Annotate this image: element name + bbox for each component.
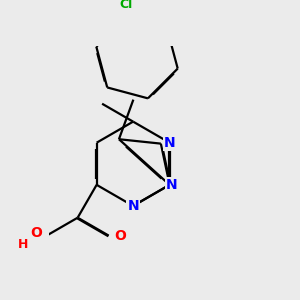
Text: N: N: [127, 199, 139, 213]
Text: N: N: [164, 136, 176, 150]
Text: H: H: [18, 238, 29, 251]
Text: O: O: [30, 226, 42, 241]
Text: Cl: Cl: [119, 0, 133, 11]
Text: O: O: [115, 229, 126, 243]
Text: N: N: [166, 178, 178, 192]
